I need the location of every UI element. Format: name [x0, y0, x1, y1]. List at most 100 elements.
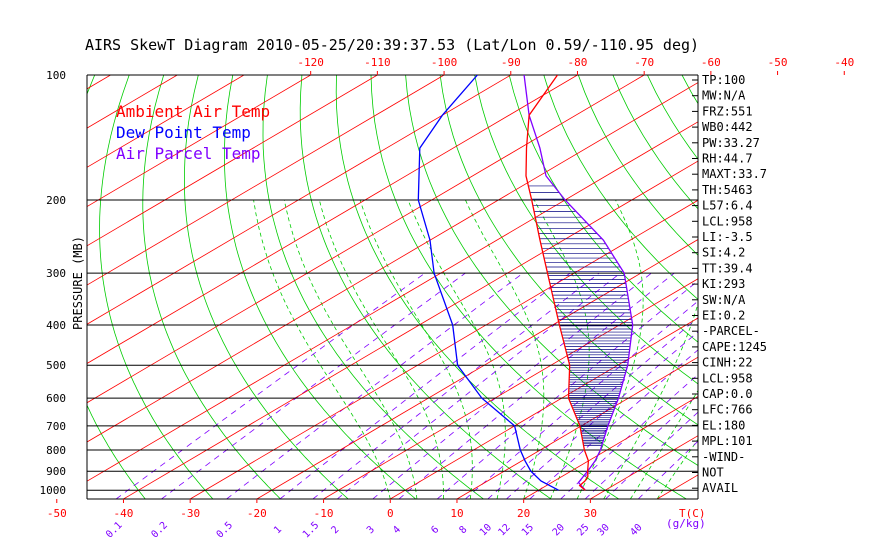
top-temp-tick-label: -90: [501, 56, 521, 69]
index-item: FRZ:551: [702, 104, 753, 118]
mixing-ratio-line: [312, 272, 600, 499]
moist-adiabat-line: [603, 302, 698, 499]
legend-entry: Air Parcel Temp: [116, 144, 261, 163]
index-item: -WIND-: [702, 450, 745, 464]
isotherm-line: [87, 75, 511, 325]
top-temp-tick-label: -120: [297, 56, 324, 69]
bottom-temp-tick-label: -40: [114, 507, 134, 520]
dry-adiabat-line: [299, 75, 552, 499]
index-item: -PARCEL-: [702, 324, 760, 338]
index-item: SI:4.2: [702, 246, 745, 260]
moist-adiabat-line: [576, 199, 644, 499]
pressure-tick-label: 800: [46, 444, 66, 457]
dry-adiabat-line: [99, 75, 214, 499]
moist-adiabat-line: [407, 199, 506, 499]
pressure-tick-labels: 100 200 300 400 500 600 700 800 900 1000: [40, 69, 67, 497]
legend: Ambient Air Temp Dew Point Temp Air Parcel…: [116, 102, 270, 163]
pressure-tick-label: 1000: [40, 484, 67, 497]
top-temp-tick-label: -100: [431, 56, 458, 69]
index-item: EI:0.2: [702, 309, 745, 323]
mixing-ratio-line: [336, 272, 621, 499]
index-item: CINH:22: [702, 356, 753, 370]
bottom-temp-tick-label: -50: [47, 507, 67, 520]
dry-adiabat-line: [335, 75, 620, 499]
mixing-ratio-line: [226, 272, 524, 499]
bottom-temp-tick-labels: -50 -40 -30 -20 -10 0 10 20 30: [47, 499, 597, 520]
index-item: TP:100: [702, 73, 745, 87]
isotherm-line: [256, 239, 698, 499]
isotherm-line: [523, 395, 698, 499]
index-item: TT:39.4: [702, 261, 753, 275]
index-item: MAXT:33.7: [702, 167, 767, 181]
mixing-ratio-line: [161, 272, 466, 499]
sounding-profiles: [417, 75, 634, 491]
moist-adiabat-line: [283, 199, 418, 499]
index-item: AVAIL: [702, 481, 738, 495]
pressure-tick-label: 900: [46, 465, 66, 478]
mixing-ratio-line: [560, 373, 698, 499]
bottom-temp-tick-label: 10: [450, 507, 463, 520]
mixing-ratio-line: [465, 300, 698, 499]
dry-adiabat-line: [87, 75, 146, 499]
profile-air-parcel-temp: [523, 75, 634, 491]
mixing-ratio-line: [529, 349, 698, 499]
isobars: [87, 74, 698, 491]
isotherm-line: [87, 75, 245, 168]
profile-dew-point-temp: [417, 75, 559, 491]
isotherm-line: [87, 82, 698, 443]
index-item: PW:33.27: [702, 136, 760, 150]
cape-hatch-area: [528, 185, 633, 446]
bottom-temp-tick-label: -10: [314, 507, 334, 520]
top-temp-tick-label: -50: [768, 56, 788, 69]
dry-adiabat-line: [439, 75, 698, 426]
index-item: MW:N/A: [702, 89, 746, 103]
isotherm-line: [123, 160, 698, 499]
bottom-temp-tick-label: 30: [584, 507, 597, 520]
isotherm-line: [87, 121, 698, 482]
index-item: TH:5463: [702, 183, 753, 197]
index-item: LCL:958: [702, 371, 753, 385]
dry-adiabat-line: [405, 75, 698, 467]
y-axis-label: PRESSURE (MB): [71, 236, 85, 330]
bottom-temp-tick-label: -30: [180, 507, 200, 520]
isotherm-line: [87, 75, 311, 208]
moist-adiabat-line: [656, 438, 698, 499]
dry-adiabat-line: [142, 75, 281, 499]
mixing-ratio-line: [487, 317, 698, 499]
moist-adiabat-line: [630, 389, 698, 499]
isotherm-line: [323, 278, 698, 499]
dry-adiabat-line: [543, 75, 698, 300]
index-item: EL:180: [702, 418, 745, 432]
dry-adiabat-line: [262, 75, 484, 499]
mixing-ratio-unit: (g/kg): [666, 517, 706, 530]
isotherm-line: [87, 75, 645, 404]
top-temp-tick-label: -70: [634, 56, 654, 69]
mixing-ratio-line: [398, 272, 675, 499]
index-item: LCL:958: [702, 214, 753, 228]
index-item: WB0:442: [702, 120, 753, 134]
bottom-temp-tick-label: 0: [387, 507, 394, 520]
moist-adiabat-line: [359, 199, 473, 499]
bottom-temp-unit: T(C): [679, 507, 706, 520]
bottom-temp-tick-label: -20: [247, 507, 267, 520]
isotherm-line: [87, 75, 378, 247]
pressure-tick-label: 100: [46, 69, 66, 82]
index-item: RH:44.7: [702, 152, 753, 166]
top-temp-tick-labels: -120 -110 -100 -90 -80 -70 -60 -50 -40: [297, 56, 854, 75]
pressure-tick-label: 200: [46, 194, 66, 207]
index-item: SW:N/A: [702, 293, 746, 307]
top-temp-tick-label: -40: [834, 56, 854, 69]
mixing-ratio-line: [372, 272, 652, 499]
mixing-ratio-line: [584, 394, 698, 499]
mixing-ratio-line: [506, 331, 698, 499]
index-item: CAP:0.0: [702, 387, 753, 401]
pressure-tick-label: 300: [46, 267, 66, 280]
pressure-tick-label: 700: [46, 420, 66, 433]
pressure-tick-label: 600: [46, 392, 66, 405]
top-temp-tick-label: -60: [701, 56, 721, 69]
index-item: KI:293: [702, 277, 745, 291]
pressure-tick-label: 500: [46, 359, 66, 372]
